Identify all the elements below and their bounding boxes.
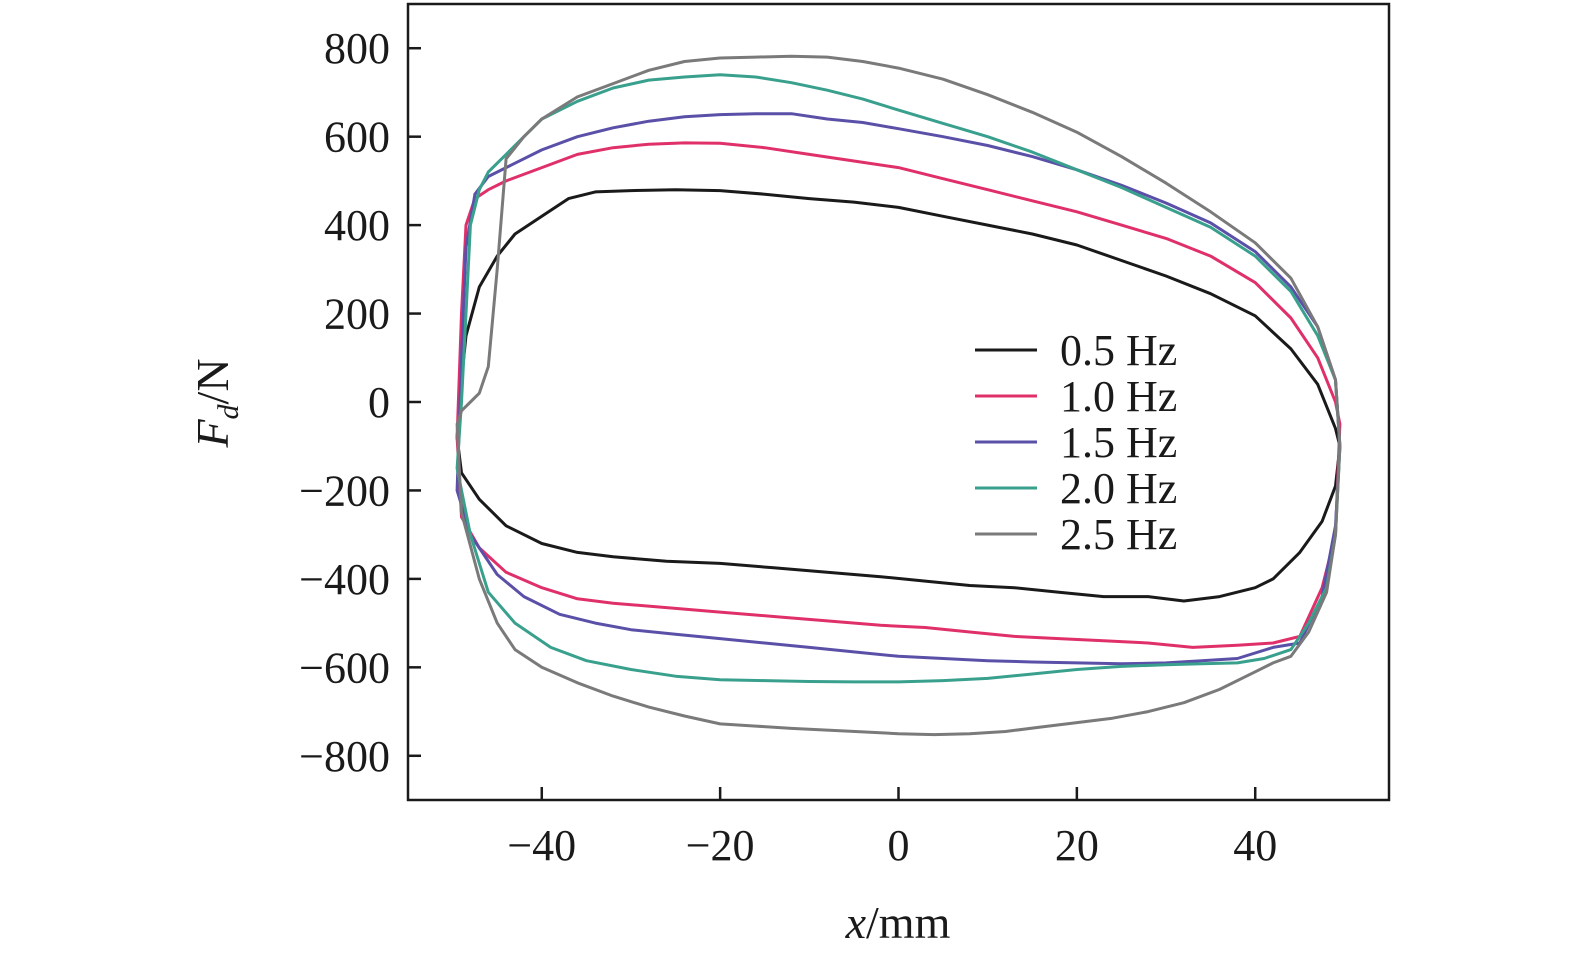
x-tick-label: 20	[1055, 821, 1099, 870]
x-axis-title: x/mm	[845, 897, 951, 948]
y-tick-label: −200	[299, 466, 390, 515]
legend-label: 1.0 Hz	[1060, 372, 1177, 421]
y-tick-label: 200	[324, 290, 390, 339]
legend-label: 2.0 Hz	[1060, 464, 1177, 513]
y-axis-title: Fd/N	[187, 358, 245, 448]
y-tick-label: 800	[324, 24, 390, 73]
x-tick-label: 0	[888, 821, 910, 870]
series-line-2-5-hz	[455, 54, 1342, 737]
y-tick-label: 400	[324, 201, 390, 250]
series-layer	[455, 54, 1342, 737]
x-tick-label: −40	[507, 821, 576, 870]
series-line-1-0-hz	[455, 141, 1342, 649]
y-tick-label: −600	[299, 643, 390, 692]
y-tick-label: 600	[324, 113, 390, 162]
y-tick-label: 0	[368, 378, 390, 427]
series-line-2-0-hz	[455, 73, 1342, 684]
legend: 0.5 Hz1.0 Hz1.5 Hz2.0 Hz2.5 Hz	[975, 326, 1177, 559]
legend-label: 1.5 Hz	[1060, 418, 1177, 467]
series-line-1-5-hz	[455, 112, 1342, 666]
y-tick-label: −800	[299, 732, 390, 781]
x-tick-label: 40	[1233, 821, 1277, 870]
legend-label: 0.5 Hz	[1060, 326, 1177, 375]
x-tick-label: −20	[686, 821, 755, 870]
legend-label: 2.5 Hz	[1060, 510, 1177, 559]
y-tick-label: −400	[299, 555, 390, 604]
series-line-0-5-hz	[455, 188, 1342, 603]
